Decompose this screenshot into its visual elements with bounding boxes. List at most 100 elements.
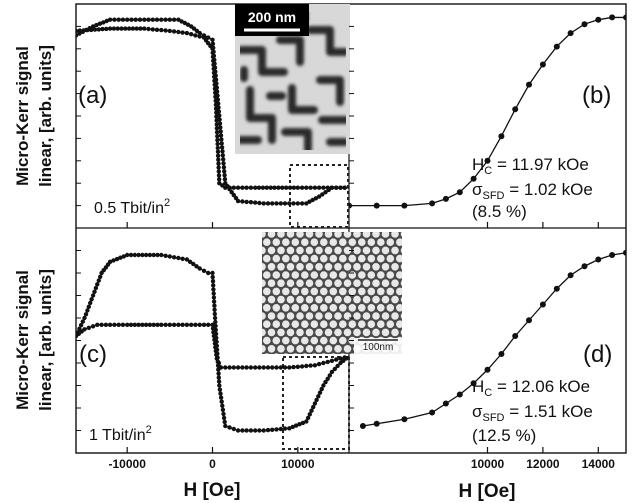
data-point-c-2 [244,428,249,433]
data-point-c-2 [121,254,127,259]
data-point-c-2 [213,327,218,333]
percent-label-d: (12.5 %) [472,426,536,445]
sem-dot [324,328,333,337]
sem-dot [263,287,271,296]
data-point-a-1 [100,26,105,32]
data-point-b-1 [456,189,463,196]
sem-dot [359,353,365,354]
sem-dot [296,232,304,238]
data-point-a-2 [221,157,226,162]
data-point-a-2 [278,201,283,206]
sem-dot [267,295,276,304]
sem-dot [377,238,385,246]
sem-dot [262,279,266,287]
data-point-c-2 [155,252,160,258]
sem-dot [381,232,390,238]
data-point-a-2 [171,17,177,22]
data-point-c-2 [305,415,311,421]
data-point-c-2 [323,379,328,385]
data-point-a-2 [167,17,172,22]
data-point-c-2 [265,427,271,433]
sem-dot [348,320,357,329]
data-point-c-1 [253,365,258,370]
data-point-c-2 [206,270,211,276]
sem-scale-label-bottom: 100nm [363,342,394,353]
sem-dot [324,295,333,304]
data-point-b-1 [526,81,532,88]
sem-dot [386,271,395,279]
data-point-c-2 [214,343,219,348]
data-point-d-1 [539,301,546,308]
sem-dot [262,345,266,353]
sem-dot [262,246,266,255]
sem-dot [362,232,371,238]
data-point-c-2 [215,351,220,356]
data-point-c-2 [107,259,113,264]
data-point-a-1 [216,173,222,178]
sem-dot [381,246,390,255]
data-point-a-2 [216,105,221,110]
sem-dot [277,263,285,271]
data-point-c-2 [212,303,217,308]
data-point-a-1 [216,169,221,174]
data-point-b-1 [373,202,380,209]
data-point-c-1 [291,364,296,370]
data-point-a-2 [342,185,347,190]
sem-dot [277,328,285,337]
data-point-c-1 [147,322,153,327]
data-point-c-1 [287,365,292,370]
data-point-a-2 [163,17,168,22]
data-point-c-1 [159,322,164,327]
sem-dot [386,320,395,329]
sem-dot [267,232,276,238]
data-point-a-1 [180,30,185,35]
sem-dot [277,246,285,255]
sem-dot [272,271,281,279]
data-point-c-2 [248,428,254,433]
sem-dot [296,328,304,337]
sem-dot [387,353,393,354]
x-tick-label-d: 12000 [526,457,560,471]
data-point-a-2 [213,73,218,78]
data-point-c-1 [107,322,113,327]
sigma-label-b: σSFD = 1.02 kOe [472,180,593,202]
data-point-a-2 [222,169,227,174]
sem-dot [286,312,295,320]
data-point-a-2 [265,201,271,206]
data-point-d-1 [484,366,491,373]
data-point-c-2 [194,264,199,269]
data-point-c-2 [212,311,217,317]
sem-dot [343,328,352,337]
sem-dot [378,353,384,354]
sem-dot [310,238,319,246]
data-point-c-2 [215,363,221,368]
data-point-c-2 [118,255,123,260]
sem-dot [282,320,290,329]
sem-dot [320,271,328,279]
data-point-c-2 [201,268,207,273]
sem-dot [310,320,319,329]
sem-dot [400,263,402,270]
sem-dot [296,263,304,271]
data-point-c-2 [329,369,335,375]
data-point-c-2 [151,252,156,258]
data-point-c-2 [240,428,245,433]
data-point-a-2 [274,201,279,206]
data-point-a-1 [104,26,109,32]
sem-dot [272,304,281,312]
data-point-c-2 [93,285,99,291]
sem-dot [400,247,402,254]
sem-dot [377,271,385,279]
data-point-c-1 [155,322,160,327]
data-point-a-2 [211,45,216,50]
data-point-c-2 [319,386,324,392]
sem-dot [282,304,290,312]
sem-dot [302,353,308,354]
sem-dot [334,263,342,271]
sem-dot [272,320,281,329]
sem-dot [358,254,366,263]
data-point-a-2 [222,173,227,178]
data-point-a-1 [197,34,202,39]
data-point-c-2 [304,419,309,424]
data-point-a-2 [154,17,160,22]
